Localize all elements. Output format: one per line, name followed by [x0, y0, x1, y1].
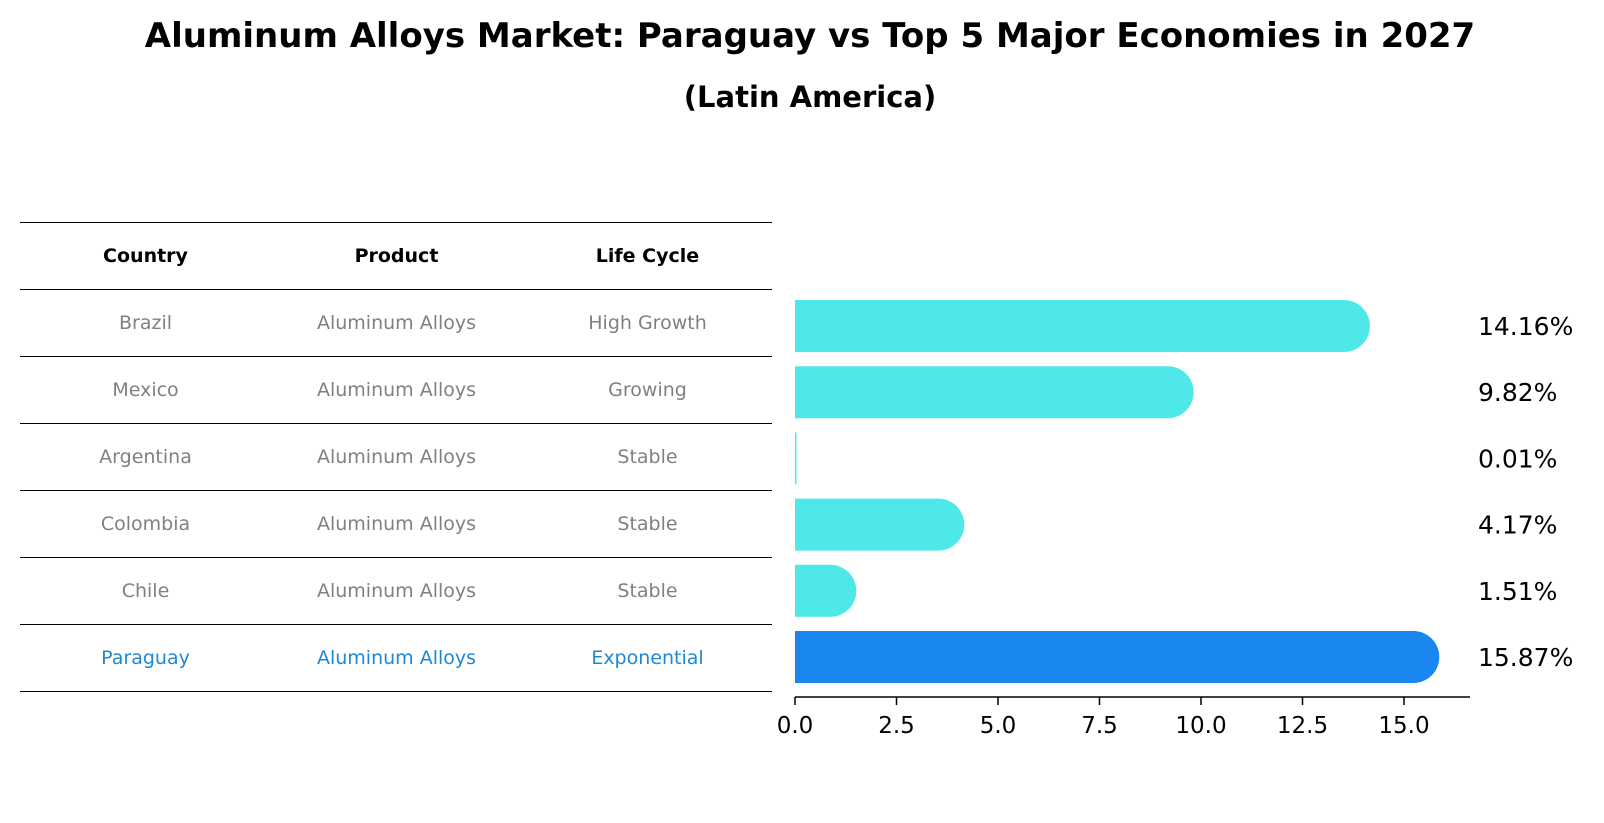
table-row: Chile Aluminum Alloys Stable [20, 558, 772, 625]
value-label-colombia: 4.17% [1478, 511, 1557, 540]
cell-country: Argentina [99, 446, 192, 468]
cell-life-cycle: Growing [608, 379, 687, 401]
cell-country: Paraguay [101, 647, 190, 669]
cell-life-cycle: Stable [617, 446, 678, 468]
x-tick-label: 7.5 [1081, 713, 1118, 739]
cell-product: Aluminum Alloys [316, 379, 477, 401]
header-product: Product [354, 245, 439, 267]
bar-mexico [795, 366, 1194, 419]
x-tick-label: 5.0 [980, 713, 1017, 739]
table-row: Mexico Aluminum Alloys Growing [20, 357, 772, 424]
value-label-argentina: 0.01% [1478, 444, 1557, 473]
cell-product: Aluminum Alloys [316, 446, 477, 468]
cell-product: Aluminum Alloys [316, 647, 477, 669]
cell-country: Colombia [100, 513, 191, 535]
value-label-chile: 1.51% [1478, 577, 1557, 606]
table-row: Brazil Aluminum Alloys High Growth [20, 290, 772, 357]
x-tick-label: 0.0 [777, 713, 814, 739]
cell-product: Aluminum Alloys [316, 513, 477, 535]
bar-colombia [795, 498, 965, 551]
bar-argentina [795, 432, 797, 485]
x-tick-label: 15.0 [1378, 713, 1429, 739]
x-tick-label: 10.0 [1175, 713, 1226, 739]
cell-life-cycle: Stable [617, 580, 678, 602]
bar-chile [795, 564, 857, 617]
bar-paraguay [795, 631, 1440, 683]
table-row: Argentina Aluminum Alloys Stable [20, 424, 772, 491]
chart-title: Aluminum Alloys Market: Paraguay vs Top … [144, 16, 1476, 56]
header-life-cycle: Life Cycle [595, 245, 700, 267]
cell-product: Aluminum Alloys [316, 312, 477, 334]
value-label-paraguay: 15.87% [1478, 643, 1573, 672]
table-row: Colombia Aluminum Alloys Stable [20, 491, 772, 558]
cell-country: Brazil [118, 312, 173, 334]
cell-country: Chile [121, 580, 170, 602]
bar-brazil [795, 300, 1370, 352]
cell-life-cycle: High Growth [588, 312, 707, 334]
header-country: Country [103, 245, 188, 267]
value-label-mexico: 9.82% [1478, 378, 1557, 407]
table-row-highlighted: Paraguay Aluminum Alloys Exponential [20, 625, 772, 692]
x-tick-label: 12.5 [1277, 713, 1328, 739]
x-tick-label: 2.5 [878, 713, 915, 739]
cell-life-cycle: Stable [617, 513, 678, 535]
cell-life-cycle: Exponential [591, 647, 704, 669]
comparison-table: Country Product Life Cycle Brazil Alumin… [20, 222, 772, 692]
table-header-row: Country Product Life Cycle [20, 222, 772, 290]
value-label-brazil: 14.16% [1478, 312, 1573, 341]
cell-country: Mexico [112, 379, 179, 401]
cell-product: Aluminum Alloys [316, 580, 477, 602]
chart-subtitle: (Latin America) [683, 80, 937, 114]
